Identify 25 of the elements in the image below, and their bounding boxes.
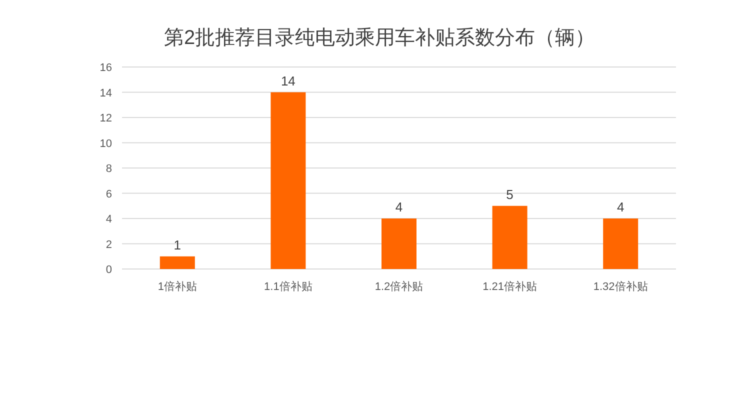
bar bbox=[270, 92, 306, 269]
data-label: 5 bbox=[506, 186, 514, 202]
y-tick-label: 16 bbox=[100, 62, 112, 74]
y-tick-label: 10 bbox=[100, 138, 112, 150]
bar bbox=[492, 206, 528, 269]
bar bbox=[160, 256, 195, 269]
x-tick-label: 1.1倍补贴 bbox=[264, 280, 312, 293]
bar bbox=[382, 218, 416, 269]
y-tick-label: 2 bbox=[106, 238, 112, 251]
x-tick-label: 1倍补贴 bbox=[158, 280, 197, 293]
y-tick-label: 8 bbox=[106, 163, 112, 175]
y-tick-label: 6 bbox=[106, 188, 112, 200]
x-tick-label: 1.32倍补贴 bbox=[593, 280, 648, 293]
bar bbox=[603, 218, 638, 269]
data-label: 1 bbox=[174, 237, 182, 252]
y-tick-label: 0 bbox=[106, 264, 112, 276]
data-label: 4 bbox=[395, 200, 403, 214]
y-tick-label: 4 bbox=[106, 214, 112, 226]
y-tick-label: 12 bbox=[100, 112, 112, 124]
y-tick-label: 14 bbox=[100, 87, 112, 100]
data-label: 4 bbox=[616, 200, 624, 214]
chart-title: 第2批推荐目录纯电动乘用车补贴系数分布（辆） bbox=[164, 27, 596, 49]
x-tick-label: 1.2倍补贴 bbox=[374, 280, 424, 293]
x-tick-label: 1.21倍补贴 bbox=[482, 280, 538, 293]
data-label: 14 bbox=[280, 73, 296, 88]
